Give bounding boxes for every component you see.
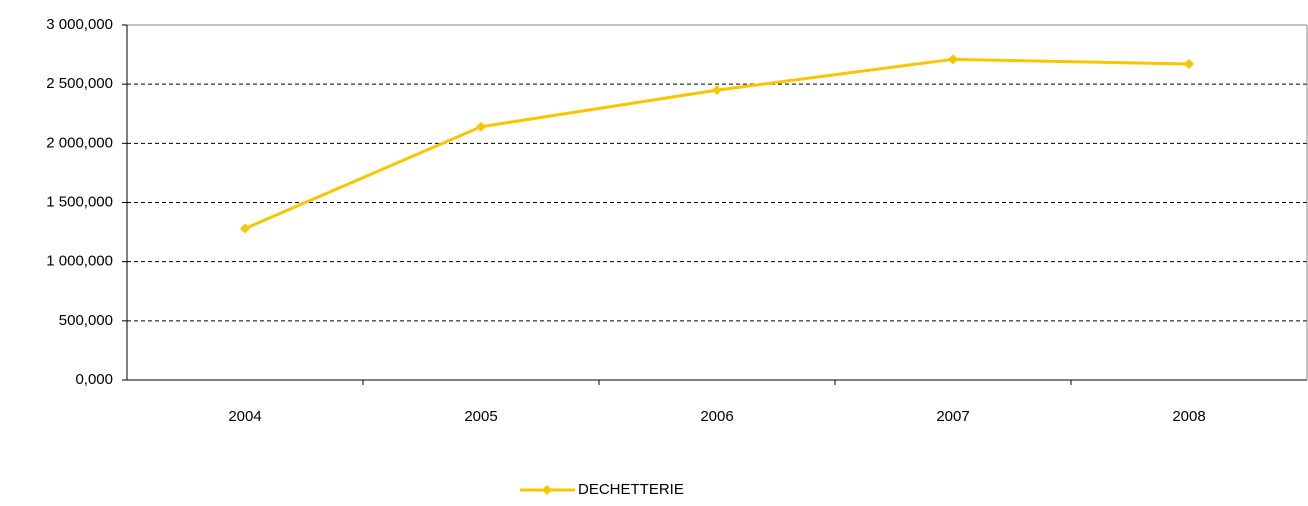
y-tick-label: 1 500,000	[46, 193, 113, 210]
marker	[1184, 59, 1194, 70]
y-tick-label: 0,000	[75, 371, 113, 388]
x-tick-label: 2007	[936, 408, 969, 425]
y-tick-label: 2 000,000	[46, 134, 113, 151]
marker	[948, 54, 958, 65]
y-tick-label: 1 000,000	[46, 253, 113, 270]
x-tick-label: 2008	[1172, 408, 1205, 425]
y-tick-label: 500,000	[59, 312, 113, 329]
legend-marker	[542, 485, 552, 495]
series-line	[244, 57, 1190, 230]
marker	[712, 85, 722, 96]
x-tick-label: 2005	[464, 408, 497, 425]
y-tick-label: 3 000,000	[46, 16, 113, 33]
legend-label: DECHETTERIE	[578, 481, 684, 498]
marker	[476, 121, 486, 132]
marker	[240, 223, 250, 234]
x-tick-label: 2004	[228, 408, 261, 425]
y-tick-label: 2 500,000	[46, 75, 113, 92]
x-tick-label: 2006	[700, 408, 733, 425]
